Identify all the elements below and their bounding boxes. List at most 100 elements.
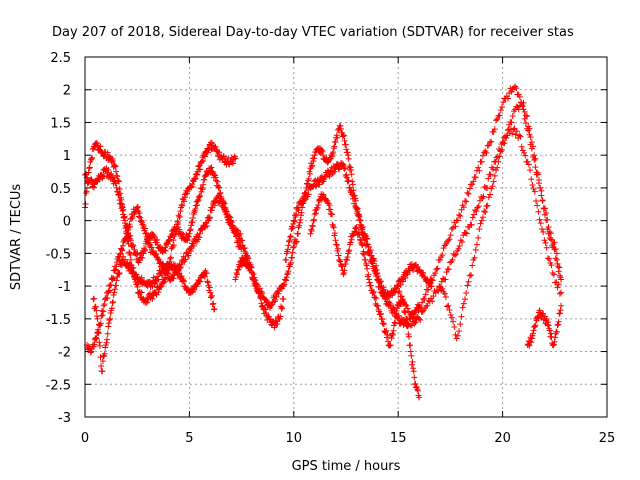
data-point [527,134,534,141]
data-point [113,263,120,270]
data-point [420,270,427,276]
data-point [360,223,367,230]
data-point [371,257,378,264]
data-point [195,196,202,203]
data-point [404,305,411,312]
data-point [419,299,426,306]
data-point [529,182,536,189]
data-point [518,143,525,150]
data-point [199,186,206,193]
data-point [96,339,103,346]
data-point [99,368,106,375]
data-point [402,275,409,282]
data-point [552,245,559,252]
data-point [172,262,179,269]
data-point [113,184,120,191]
data-point [521,149,528,156]
data-point [356,213,363,220]
data-point [543,244,550,251]
data-point [94,142,101,149]
data-point [204,279,211,286]
data-point [481,208,488,215]
data-point [489,183,496,190]
data-point [184,237,191,244]
data-point [482,209,489,216]
data-point [341,165,348,172]
data-point [283,256,290,263]
data-point [216,184,223,191]
data-point [493,167,500,174]
data-point [473,241,480,248]
data-point [522,152,529,159]
data-point [155,289,162,296]
data-point [139,254,146,261]
data-point [196,162,203,169]
data-point [485,175,492,182]
data-point [517,133,524,140]
data-point [357,236,364,243]
data-point [429,277,436,284]
data-point [362,256,369,263]
data-point [106,316,113,323]
data-point [337,122,344,129]
data-point [367,247,374,254]
data-point [495,158,502,165]
data-point [459,304,466,311]
data-point [181,198,188,205]
data-point [531,188,538,195]
data-point [350,192,357,199]
y-tick-label: -1.5 [46,313,71,328]
data-point [363,235,370,242]
data-point [553,328,560,335]
data-point [194,202,201,209]
data-point [550,341,557,348]
data-point [357,237,364,244]
data-point [117,200,124,207]
data-point [344,254,351,261]
data-point [258,288,265,295]
data-point [354,205,361,212]
data-point [341,267,348,274]
data-point [105,320,112,327]
data-point [389,330,396,337]
data-point [349,191,356,198]
data-point [360,248,367,255]
data-point [326,173,333,180]
data-point [311,152,318,159]
data-point [146,241,153,248]
data-point [386,299,393,306]
data-point [212,143,219,150]
data-point [557,307,564,314]
data-point [361,251,368,258]
data-point [451,323,458,330]
data-point [499,103,506,110]
data-point [485,142,492,149]
data-point [286,238,293,245]
data-point [363,262,370,269]
data-point [496,112,503,119]
data-point [144,299,151,306]
data-point [491,172,498,179]
data-point [150,247,157,254]
data-point [123,260,130,267]
data-point [373,266,380,273]
data-point [272,296,279,303]
data-point [374,273,381,280]
data-point [525,161,532,168]
tick-labels: 0 5 10 15 20 25 -3 -2.5 -2 -1.5 -1 -0.5 0 0.5 1 1.5 2 2.5 [46,51,616,446]
x-tick-label: 5 [185,431,193,446]
data-point [87,176,94,183]
data-point [126,261,133,268]
y-tick-label: 2.5 [50,51,71,66]
data-point [261,305,268,312]
data-point [201,153,208,160]
data-point [541,205,548,212]
data-point [442,293,449,300]
data-point [130,242,137,249]
data-point [550,271,557,278]
data-point [290,243,297,250]
data-point [203,223,210,230]
data-point [153,239,160,246]
data-point [428,276,435,283]
data-point [232,274,239,281]
